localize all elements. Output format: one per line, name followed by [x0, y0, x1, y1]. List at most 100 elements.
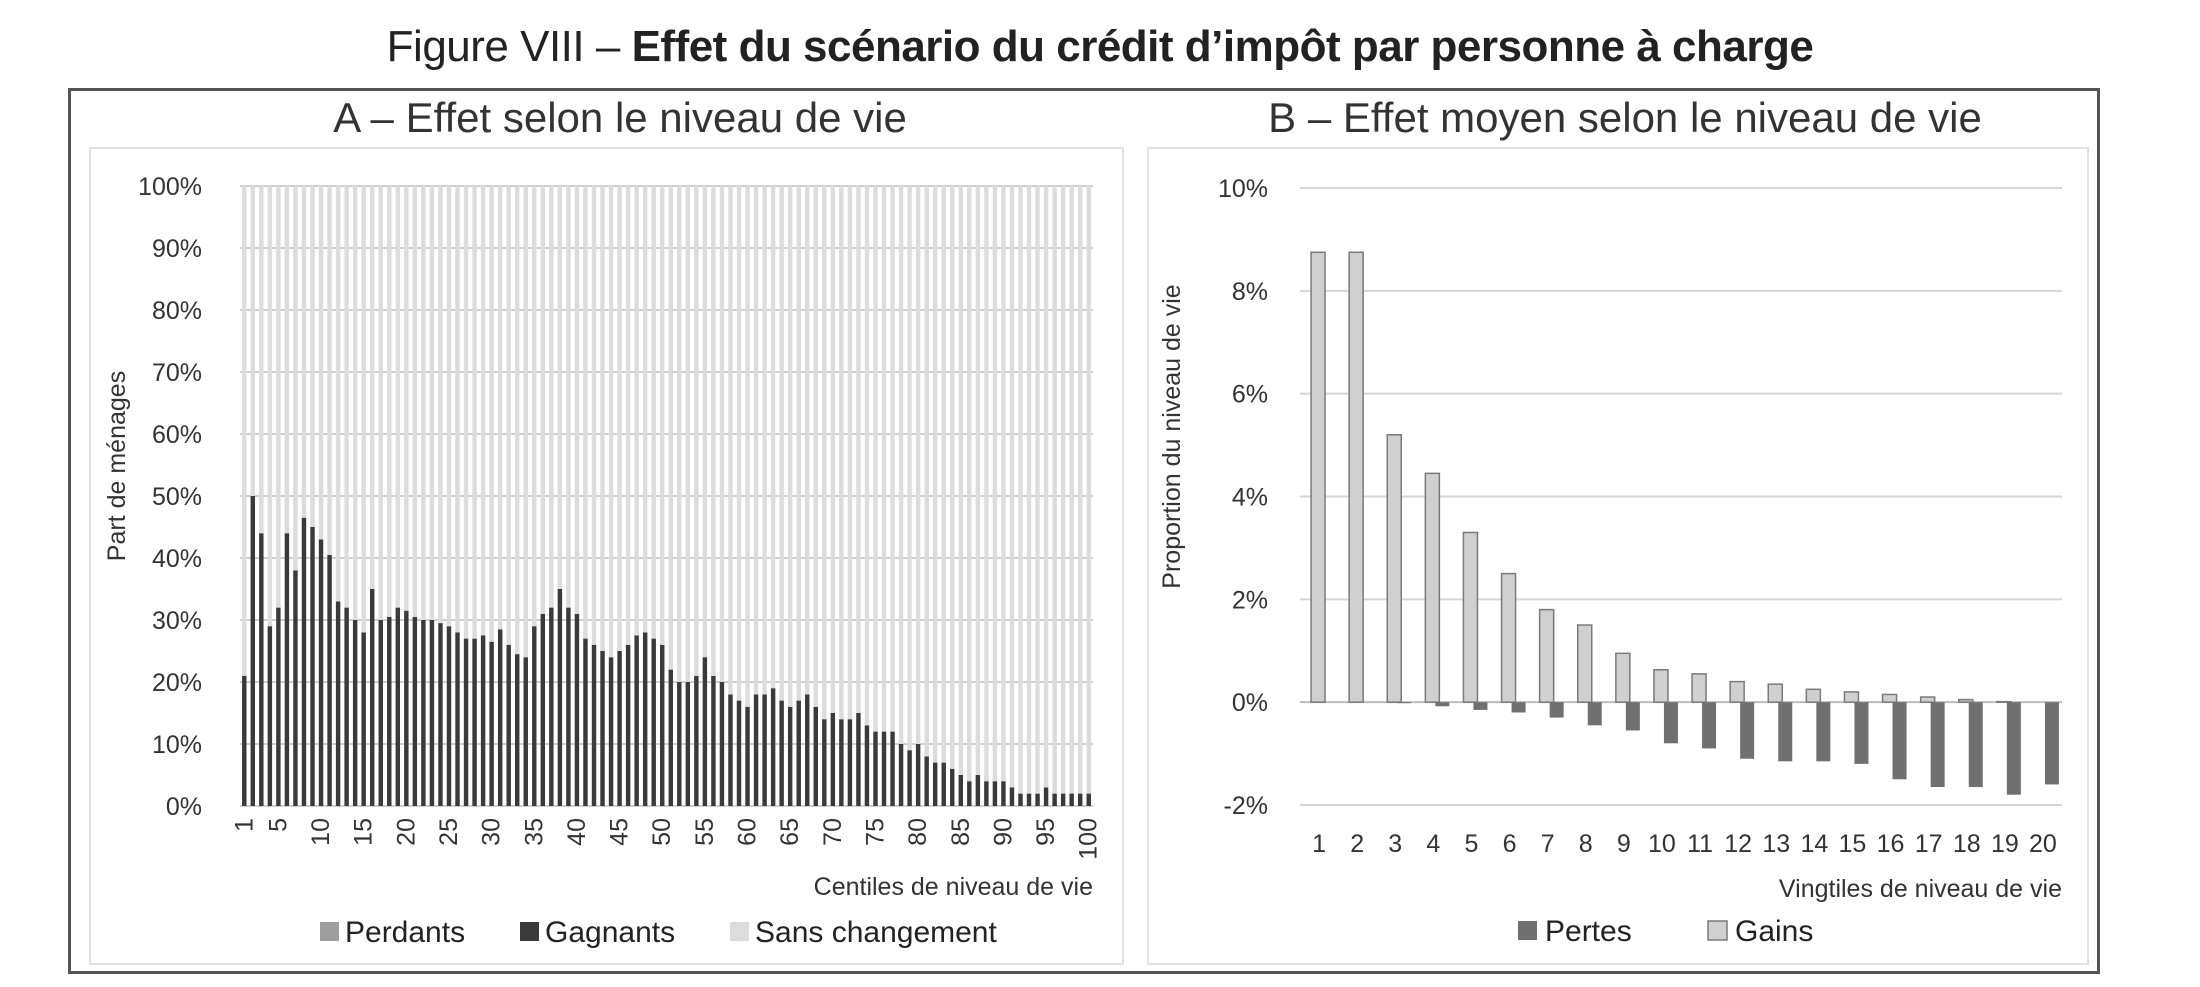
panel-b-bar-gains — [1729, 680, 1745, 703]
panel-b-y-tick: 2% — [1232, 586, 1268, 614]
panel-a-x-tick: 55 — [691, 818, 719, 846]
panel-a-legend-swatch — [730, 922, 749, 941]
panel-a-bar-gagnants — [864, 725, 870, 806]
figure-title-main: Effet du scénario du crédit d’impôt par … — [631, 22, 1814, 71]
panel-b-x-tick: 15 — [1839, 830, 1867, 858]
panel-a-bar-sans-changement — [480, 186, 486, 636]
panel-a-bar-sans-changement — [412, 186, 418, 617]
panel-a-x-tick: 40 — [563, 818, 591, 846]
panel-a-legend-label: Gagnants — [545, 916, 675, 949]
panel-a-bar-gagnants — [549, 607, 554, 806]
panel-a-bar-sans-changement — [728, 186, 733, 695]
panel-a-bar-gagnants — [958, 775, 964, 806]
panel-b-bar-pertes — [2044, 702, 2059, 785]
panel-a-bar-sans-changement — [361, 186, 366, 633]
panel-a-bar-gagnants — [660, 644, 665, 806]
panel-a-bar-sans-changement — [651, 186, 656, 639]
panel-a-bar-gagnants — [318, 539, 324, 806]
panel-a-bar-sans-changement — [625, 186, 631, 645]
panel-b-bar-gains — [1500, 572, 1517, 703]
panel-a-bar-gagnants — [242, 675, 247, 806]
panel-a-bar-sans-changement — [660, 186, 665, 645]
panel-a-bar-sans-changement — [958, 186, 964, 775]
panel-a-bar-gagnants — [429, 620, 435, 806]
panel-a-bar-gagnants — [787, 706, 793, 806]
panel-a-bar-gagnants — [566, 607, 571, 806]
panel-a-bar-sans-changement — [318, 186, 324, 540]
panel-b-x-axis-label: Vingtiles de niveau de vie — [1779, 875, 2062, 903]
panel-a-bar-sans-changement — [736, 186, 742, 701]
panel-a-bar-sans-changement — [429, 186, 435, 620]
panel-a-bar-gagnants — [950, 768, 955, 806]
panel-a-bar-sans-changement — [1069, 186, 1074, 794]
panel-a-bar-sans-changement — [455, 186, 460, 633]
panel-a-x-tick: 50 — [648, 818, 676, 846]
panel-a-bar-sans-changement — [566, 186, 571, 608]
panel-b-y-axis-label: Proportion du niveau de vie — [1158, 284, 1186, 588]
panel-a-bar-sans-changement — [1043, 186, 1049, 788]
panel-a-bar-sans-changement — [924, 186, 929, 757]
panel-b-bar-gains — [1805, 688, 1822, 703]
panel-a-y-tick: 30% — [152, 607, 202, 635]
panel-b-bar-pertes — [1473, 702, 1488, 710]
panel-a-bar-gagnants — [1086, 793, 1091, 806]
panel-a-bar-gagnants — [779, 700, 784, 806]
panel-b-x-tick: 9 — [1617, 830, 1631, 858]
panel-a-bar-sans-changement — [941, 186, 946, 763]
panel-a-bar-sans-changement — [438, 186, 443, 624]
panel-a-bar-gagnants — [463, 638, 469, 806]
panel-a-bar-gagnants — [941, 762, 946, 806]
panel-a-bar-gagnants — [378, 620, 383, 806]
panel-a-x-tick: 75 — [861, 818, 889, 846]
panel-a-bar-gagnants — [455, 632, 460, 806]
panel-a-bar-sans-changement — [873, 186, 878, 732]
panel-a-bar-sans-changement — [915, 186, 921, 744]
panel-b-x-tick: 1 — [1312, 830, 1326, 858]
panel-b-x-tick: 2 — [1350, 830, 1364, 858]
panel-a-bar-sans-changement — [472, 186, 477, 639]
panel-b-bar-gains — [1424, 472, 1441, 703]
panel-b-y-tick: 10% — [1218, 175, 1268, 203]
panel-b-x-tick: 12 — [1724, 830, 1752, 858]
panel-a-x-tick: 5 — [264, 818, 292, 832]
panel-b-bar-gains — [1919, 696, 1936, 703]
panel-b-bar-gains — [1577, 624, 1593, 703]
panel-a-bar-sans-changement — [293, 186, 298, 571]
panel-a-x-tick: 100 — [1075, 818, 1103, 860]
panel-b-bar-pertes — [1625, 702, 1640, 731]
panel-b-legend-swatch — [1518, 921, 1537, 940]
panel-a-bar-gagnants — [284, 533, 290, 806]
panel-b-bar-gains — [1767, 683, 1783, 703]
panel-a-x-tick: 30 — [478, 818, 506, 846]
panel-a-bar-gagnants — [472, 638, 477, 806]
panel-a-bar-sans-changement — [984, 186, 989, 782]
panel-a-x-tick: 60 — [734, 818, 762, 846]
panel-b-x-tick: 3 — [1388, 830, 1402, 858]
panel-a-bar-gagnants — [352, 620, 358, 806]
panel-a-bar-sans-changement — [463, 186, 469, 639]
panel-a-bar-sans-changement — [787, 186, 793, 707]
panel-a-bar-sans-changement — [395, 186, 401, 608]
panel-b-bar-gains — [1996, 700, 2012, 703]
figure-frame — [68, 88, 2100, 974]
panel-a-bar-sans-changement — [745, 186, 750, 707]
panel-a-bar-sans-changement — [1018, 186, 1023, 794]
panel-a-bar-sans-changement — [583, 186, 588, 639]
panel-a-bar-gagnants — [881, 731, 887, 806]
panel-a-bar-gagnants — [967, 781, 972, 806]
panel-a-y-tick: 20% — [152, 669, 202, 697]
panel-a-bar-sans-changement — [694, 186, 699, 676]
panel-a-bar-sans-changement — [992, 186, 998, 782]
panel-a-bar-gagnants — [1001, 781, 1006, 806]
panel-a-bar-sans-changement — [634, 186, 639, 636]
panel-a-bar-gagnants — [642, 632, 648, 806]
panel-a-bar-sans-changement — [890, 186, 895, 732]
panel-a-x-tick: 20 — [392, 818, 420, 846]
panel-a-bar-gagnants — [1026, 793, 1032, 806]
panel-b-x-tick: 5 — [1464, 830, 1478, 858]
panel-a-bar-sans-changement — [898, 186, 904, 744]
panel-a-bar-sans-changement — [762, 186, 767, 695]
panel-a-bar-sans-changement — [822, 186, 827, 720]
panel-b-bar-pertes — [1740, 702, 1755, 759]
